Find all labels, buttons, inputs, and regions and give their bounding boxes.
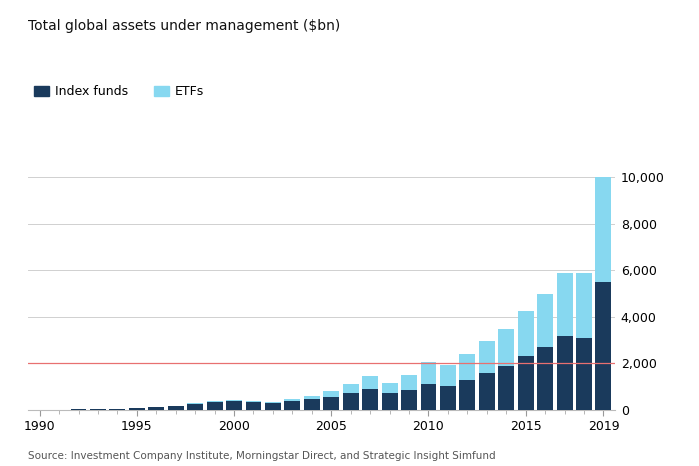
Bar	[576, 338, 592, 410]
Bar	[129, 408, 145, 410]
Text: Total global assets under management ($bn): Total global assets under management ($b…	[28, 19, 340, 33]
Bar	[265, 402, 281, 404]
Bar	[343, 384, 359, 393]
Bar	[401, 391, 417, 410]
Bar	[382, 383, 398, 393]
Bar	[479, 373, 495, 410]
Bar	[284, 401, 301, 410]
Bar	[284, 399, 301, 401]
Bar	[245, 402, 261, 410]
Bar	[440, 386, 456, 410]
Bar	[498, 366, 514, 410]
Bar	[343, 393, 359, 410]
Bar	[148, 407, 164, 410]
Text: Source: Investment Company Institute, Morningstar Direct, and Strategic Insight : Source: Investment Company Institute, Mo…	[28, 452, 496, 461]
Bar	[537, 294, 553, 347]
Bar	[304, 396, 319, 399]
Legend: Index funds, ETFs: Index funds, ETFs	[34, 85, 204, 98]
Bar	[556, 273, 572, 336]
Bar	[226, 400, 242, 401]
Bar	[459, 380, 475, 410]
Bar	[362, 389, 378, 410]
Bar	[401, 375, 417, 391]
Bar	[596, 177, 612, 282]
Bar	[421, 363, 436, 384]
Bar	[265, 404, 281, 410]
Bar	[304, 399, 319, 410]
Bar	[110, 409, 125, 410]
Bar	[382, 393, 398, 410]
Bar	[187, 404, 203, 410]
Bar	[226, 401, 242, 410]
Bar	[459, 354, 475, 380]
Bar	[479, 341, 495, 373]
Bar	[207, 402, 222, 410]
Bar	[518, 311, 533, 356]
Bar	[168, 406, 184, 410]
Bar	[518, 356, 533, 410]
Bar	[90, 409, 106, 410]
Bar	[498, 329, 514, 366]
Bar	[324, 391, 339, 397]
Bar	[324, 397, 339, 410]
Bar	[440, 364, 456, 386]
Bar	[362, 377, 378, 389]
Bar	[421, 384, 436, 410]
Bar	[245, 401, 261, 402]
Bar	[596, 282, 612, 410]
Bar	[537, 347, 553, 410]
Bar	[576, 273, 592, 338]
Bar	[207, 401, 222, 402]
Bar	[556, 336, 572, 410]
